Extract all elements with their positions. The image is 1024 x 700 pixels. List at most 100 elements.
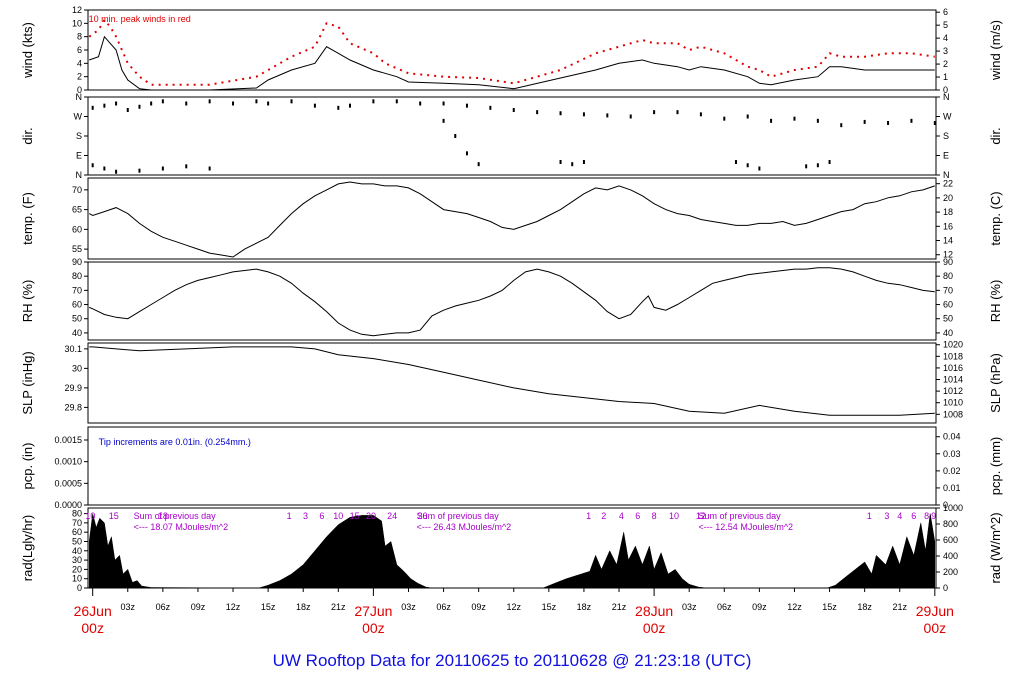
dir-point — [91, 163, 94, 168]
dir-point — [816, 163, 819, 168]
rad-hour-count: 10 — [85, 511, 95, 521]
wind-series-line — [88, 18, 935, 86]
dir-point — [582, 160, 585, 164]
dir-point — [699, 112, 702, 117]
hour-tick-label: 03z — [401, 602, 416, 612]
rh-ytick-label: 40 — [72, 328, 82, 338]
rad-hour-count: 10 — [669, 511, 679, 521]
rad-rtick-label: 600 — [943, 535, 958, 545]
dir-point — [103, 166, 106, 171]
dir-frame — [87, 96, 937, 176]
rad-ytick-label: 20 — [72, 564, 82, 574]
dir-point — [805, 164, 808, 169]
day-hour-label: 00z — [643, 620, 666, 636]
temp-ytick-label: 70 — [72, 185, 82, 195]
rh-ylabel-right: RH (%) — [988, 280, 1003, 323]
temp-ytick-label: 60 — [72, 224, 82, 234]
dir-point — [465, 151, 468, 156]
hour-tick-label: 21z — [331, 602, 346, 612]
rad-ylabel-right: rad (W/m^2) — [988, 512, 1003, 583]
rad-hour-count: 1 — [287, 511, 292, 521]
hour-tick-label: 03z — [682, 602, 697, 612]
hour-tick-label: 21z — [612, 602, 627, 612]
temp-rtick-label: 22 — [943, 179, 953, 189]
hour-tick-label: 21z — [892, 602, 907, 612]
pcp-ylabel-right: pcp. (mm) — [988, 437, 1003, 496]
dir-point — [349, 103, 352, 108]
pcp-rtick-label: 0.03 — [943, 449, 961, 459]
slp-ytick-label: 29.9 — [64, 383, 82, 393]
day-hour-label: 00z — [924, 620, 947, 636]
rad-summary-line2: <--- 26.43 MJoules/m^2 — [417, 522, 512, 532]
slp-ytick-label: 29.8 — [64, 402, 82, 412]
dir-ylabel-right: dir. — [988, 127, 1003, 144]
hour-tick-label: 12z — [226, 602, 241, 612]
temp-ylabel-left: temp. (F) — [20, 192, 35, 245]
rad-rtick-label: 400 — [943, 551, 958, 561]
rad-hour-count: 3 — [884, 511, 889, 521]
dir-rtick-label: N — [943, 92, 950, 102]
slp-rtick-label: 1012 — [943, 386, 963, 396]
dir-point — [629, 114, 632, 119]
dir-point — [734, 160, 737, 164]
rh-rtick-label: 40 — [943, 328, 953, 338]
dir-ylabel-left: dir. — [20, 127, 35, 144]
rad-ytick-label: 80 — [72, 509, 82, 519]
dir-point — [138, 104, 141, 109]
pcp-panel: 0.0000 0.0005 0.0010 0.0015 0 0.01 0.02 0.03 0.0… — [20, 426, 1003, 510]
rad-hour-count: 15 — [109, 511, 119, 521]
dir-point — [816, 118, 819, 123]
hour-tick-label: 12z — [787, 602, 802, 612]
dir-point — [828, 160, 831, 164]
rh-ytick-label: 70 — [72, 285, 82, 295]
dir-point — [477, 162, 480, 167]
dir-point — [161, 166, 164, 171]
dir-point — [419, 101, 422, 106]
rad-summary-line2: <--- 12.54 MJoules/m^2 — [699, 522, 794, 532]
hour-tick-label: 09z — [752, 602, 767, 612]
dir-point — [465, 103, 468, 108]
rad-panel: 0102030405060708002004006008001000rad(Lg… — [20, 503, 1003, 593]
rad-hour-count: 6 — [635, 511, 640, 521]
hour-tick-label: 18z — [296, 602, 311, 612]
rad-series-area — [88, 513, 936, 588]
wind-ytick-label: 0 — [77, 85, 82, 95]
rh-panel: 40 50 60 70 80 90 40 50 60 70 80 90 RH (%) RH (%) — [20, 257, 1003, 341]
rad-rtick-label: 800 — [943, 519, 958, 529]
dir-point — [676, 110, 679, 115]
rad-hour-count: 8 — [924, 511, 929, 521]
dir-rtick-label: W — [943, 112, 952, 122]
day-date-label: 27Jun — [354, 603, 392, 619]
rad-hour-count: 4 — [619, 511, 624, 521]
rad-hour-count: 6 — [319, 511, 324, 521]
temp-rtick-label: 14 — [943, 236, 953, 246]
time-axis: 03z 06z 09z 12z 15z 18z 21z 03z 06z 09z 12z 15z 18z 2… — [74, 588, 954, 636]
dir-point — [793, 116, 796, 121]
dir-rtick-label: S — [943, 131, 949, 141]
dir-point — [863, 119, 866, 124]
dir-point — [442, 101, 445, 106]
dir-point — [372, 99, 375, 104]
hour-tick-label: 15z — [822, 602, 837, 612]
dir-point — [512, 108, 515, 112]
rad-ylabel-left: rad(Lgly/hr) — [20, 515, 35, 581]
dir-ytick-label: N — [76, 92, 83, 102]
slp-rtick-label: 1020 — [943, 340, 963, 350]
hour-tick-label: 15z — [542, 602, 557, 612]
dir-point — [840, 123, 843, 128]
wind-rtick-label: 2 — [943, 59, 948, 69]
dir-ytick-label: W — [74, 112, 83, 122]
dir-point — [653, 110, 656, 115]
temp-rtick-label: 12 — [943, 250, 953, 260]
rad-ytick-label: 50 — [72, 536, 82, 546]
rad-rtick-label: 1000 — [943, 503, 963, 513]
dir-point — [887, 121, 890, 125]
pcp-ytick-label: 0.0000 — [54, 500, 82, 510]
slp-rtick-label: 1010 — [943, 398, 963, 408]
hour-tick-label: 06z — [717, 602, 732, 612]
slp-ylabel-right: SLP (hPa) — [988, 353, 1003, 413]
